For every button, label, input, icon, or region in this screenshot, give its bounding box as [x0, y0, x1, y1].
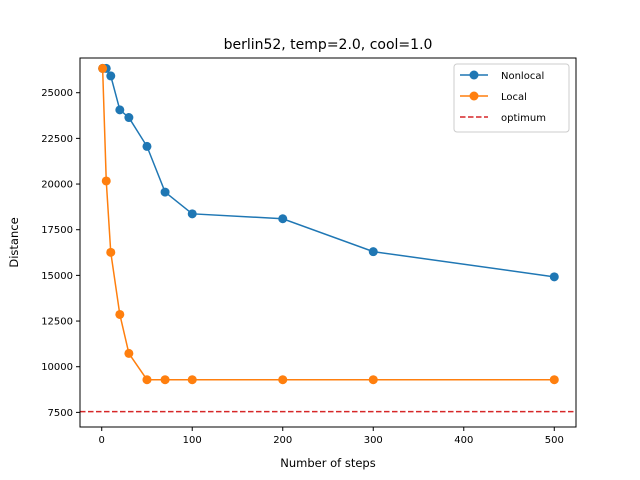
local-data-point	[549, 375, 559, 385]
x-tick-label: 100	[183, 435, 202, 446]
nonlocal-data-point	[124, 113, 134, 123]
legend-nonlocal-label: Nonlocal	[501, 71, 544, 82]
chart-title: berlin52, temp=2.0, cool=1.0	[224, 37, 433, 53]
y-axis: 7500 10000 12500 15000 17500 20000 22500 25000	[41, 88, 80, 419]
local-data-point	[187, 375, 197, 385]
y-tick-label: 25000	[41, 88, 73, 99]
legend: Nonlocal Local optimum	[453, 63, 570, 133]
x-tick-label: 0	[99, 435, 105, 446]
legend-nonlocal-marker	[469, 70, 479, 80]
local-data-point	[368, 375, 378, 385]
local-data-point	[101, 176, 111, 186]
nonlocal-data-point	[115, 105, 125, 115]
local-data-point	[278, 375, 288, 385]
y-tick-label: 12500	[41, 317, 73, 328]
nonlocal-data-point	[368, 247, 378, 257]
x-axis: 0 100 200 300 400 500	[99, 427, 564, 446]
plot-frame	[79, 57, 577, 428]
y-tick-label: 22500	[41, 134, 73, 145]
local-data-point	[115, 309, 125, 319]
legend-local-label: Local	[501, 92, 527, 103]
local-data-point	[142, 375, 152, 385]
y-tick-label: 20000	[41, 180, 73, 191]
y-axis-label: Distance	[7, 217, 21, 267]
x-tick-label: 400	[454, 435, 473, 446]
y-tick-label: 10000	[41, 362, 73, 373]
plot-area	[80, 63, 576, 413]
legend-local-marker	[469, 91, 479, 101]
y-tick-label: 7500	[48, 408, 73, 419]
nonlocal-data-point	[549, 272, 559, 282]
nonlocal-data-point	[106, 71, 116, 81]
legend-optimum-label: optimum	[501, 113, 546, 124]
x-tick-label: 500	[545, 435, 564, 446]
local-data-point	[124, 348, 134, 358]
nonlocal-data-point	[278, 214, 288, 224]
x-axis-label: Number of steps	[280, 456, 375, 470]
nonlocal-data-point	[187, 209, 197, 219]
local-data-point	[98, 63, 108, 73]
y-tick-label: 15000	[41, 271, 73, 282]
y-tick-label: 17500	[41, 225, 73, 236]
local-data-point	[106, 247, 116, 257]
nonlocal-data-point	[142, 141, 152, 151]
local-data-point	[160, 375, 170, 385]
legend-box	[453, 63, 570, 133]
x-tick-label: 300	[364, 435, 383, 446]
nonlocal-data-point	[160, 187, 170, 197]
x-tick-label: 200	[273, 435, 292, 446]
